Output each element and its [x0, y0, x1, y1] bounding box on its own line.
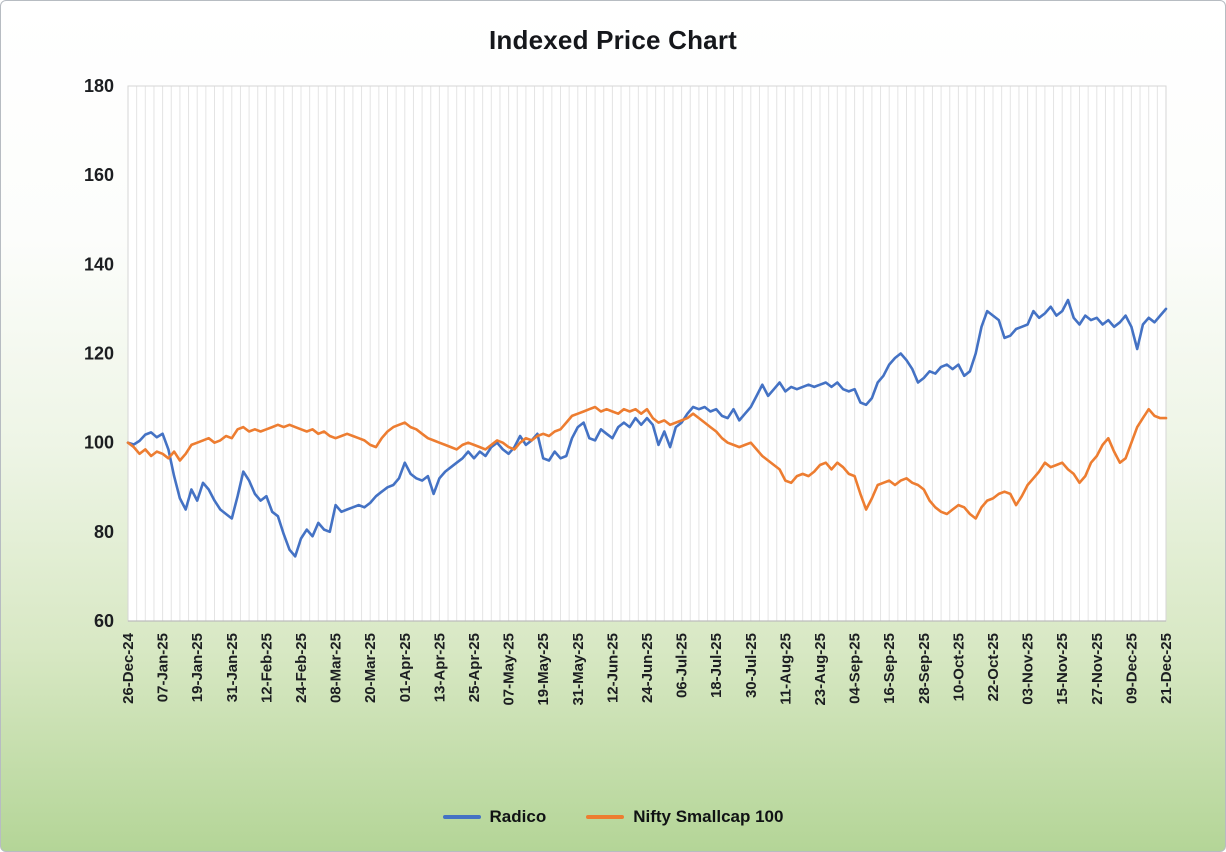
x-axis-tick-label: 19-May-25	[535, 633, 552, 706]
legend-item-nifty-smallcap-100: Nifty Smallcap 100	[586, 807, 783, 827]
y-axis-tick-label: 80	[94, 522, 114, 542]
radico-line-swatch-icon	[442, 815, 481, 819]
radico-line	[126, 298, 1168, 558]
nifty-smallcap-100-line-swatch-icon	[586, 815, 625, 819]
y-axis-tick-label: 60	[94, 611, 114, 631]
y-axis-tick-label: 140	[84, 254, 114, 274]
x-axis-tick-label: 04-Sep-25	[847, 633, 864, 704]
x-axis-tick-label: 13-Apr-25	[431, 633, 448, 702]
x-axis-tick-label: 20-Mar-25	[362, 633, 379, 703]
y-axis-tick-label: 120	[84, 344, 114, 364]
x-axis-tick-label: 24-Jun-25	[639, 633, 656, 703]
x-axis-tick-label: 25-Apr-25	[466, 633, 483, 702]
x-axis-tick-label: 24-Feb-25	[293, 633, 310, 703]
x-axis-tick-label: 07-May-25	[501, 633, 518, 706]
x-axis-tick-label: 15-Nov-25	[1054, 633, 1071, 705]
y-axis-tick-label: 160	[84, 165, 114, 185]
y-axis-tick-label: 100	[84, 433, 114, 453]
x-axis-tick-label: 10-Oct-25	[950, 633, 967, 701]
x-axis-tick-label: 23-Aug-25	[812, 633, 829, 706]
x-axis-tick-label: 28-Sep-25	[916, 633, 933, 704]
x-axis-tick-label: 30-Jul-25	[743, 633, 760, 698]
x-axis-tick-label: 08-Mar-25	[328, 633, 345, 703]
x-axis-tick-label: 09-Dec-25	[1123, 633, 1140, 704]
x-axis-tick-label: 21-Dec-25	[1158, 633, 1175, 704]
legend-item-radico: Radico	[442, 807, 547, 827]
chart-legend: Radico Nifty Smallcap 100	[1, 807, 1225, 827]
x-axis-tick-label: 31-May-25	[570, 633, 587, 706]
x-axis-tick-label: 26-Dec-24	[120, 632, 137, 704]
indexed-price-line-chart: 60 80 100 120 140 160 180 26-Dec-24 07-Jan-25 19-…	[84, 76, 1175, 706]
x-axis-tick-label: 12-Jun-25	[604, 633, 621, 703]
x-axis-tick-label: 18-Jul-25	[708, 633, 725, 698]
x-axis-tick-label: 01-Apr-25	[397, 633, 414, 702]
x-axis-tick-label: 06-Jul-25	[674, 633, 691, 698]
x-axis-tick-label: 19-Jan-25	[189, 633, 206, 702]
x-axis-tick-label: 12-Feb-25	[258, 633, 275, 703]
x-axis-tick-label: 11-Aug-25	[777, 633, 794, 705]
legend-label-radico: Radico	[489, 807, 547, 826]
nifty-smallcap-100-line	[126, 405, 1168, 520]
x-axis-tick-label: 07-Jan-25	[155, 633, 172, 702]
x-axis-tick-label: 22-Oct-25	[985, 633, 1002, 701]
legend-label-nifty-smallcap-100: Nifty Smallcap 100	[633, 807, 784, 826]
x-axis-tick-label: 03-Nov-25	[1020, 633, 1037, 705]
x-axis-tick-label: 16-Sep-25	[881, 633, 898, 704]
x-axis-tick-label: 27-Nov-25	[1089, 633, 1106, 705]
chart-title: Indexed Price Chart	[489, 25, 737, 55]
y-axis-tick-label: 180	[84, 76, 114, 96]
x-axis-tick-label: 31-Jan-25	[224, 633, 241, 702]
